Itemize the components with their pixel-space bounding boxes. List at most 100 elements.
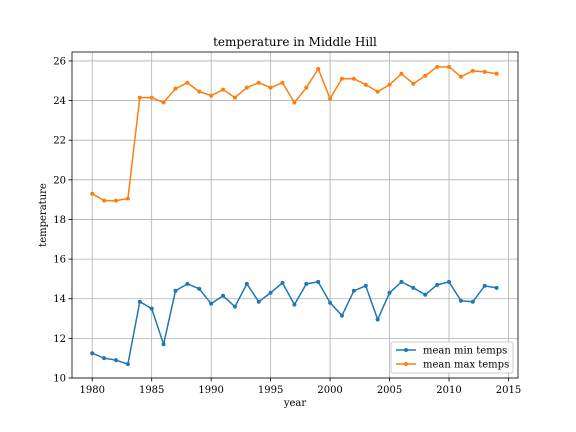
data-point-mean-min-temps [185,281,190,286]
data-point-mean-max-temps [316,66,321,71]
y-tick-label: 16 [53,255,66,266]
data-point-mean-min-temps [197,286,202,291]
y-tick-label: 12 [53,334,66,345]
data-point-mean-max-temps [411,81,416,86]
data-point-mean-min-temps [173,288,178,293]
x-tick-label: 1980 [79,385,104,396]
data-point-mean-max-temps [185,80,190,85]
y-tick-label: 26 [53,56,66,67]
y-tick-label: 24 [53,96,66,107]
data-point-mean-min-temps [102,356,107,361]
data-point-mean-max-temps [423,73,428,78]
data-point-mean-min-temps [494,285,499,290]
data-point-mean-max-temps [494,71,499,76]
x-tick-label: 2005 [377,385,402,396]
x-axis-label: year [283,398,307,409]
y-axis-label: temperature [38,183,49,247]
data-point-mean-min-temps [244,281,249,286]
data-point-mean-min-temps [423,292,428,297]
legend-entry-label: mean min temps [423,346,507,357]
data-point-mean-min-temps [125,362,130,367]
data-point-mean-max-temps [161,100,166,105]
data-point-mean-max-temps [256,80,261,85]
data-point-mean-min-temps [304,281,309,286]
series-layer [90,64,499,367]
data-point-mean-max-temps [292,100,297,105]
data-point-mean-min-temps [399,279,404,284]
x-tick-label: 1985 [139,385,164,396]
data-point-mean-max-temps [458,74,463,79]
data-point-mean-max-temps [268,85,273,90]
plot-area [71,51,519,379]
x-tick-label: 2000 [317,385,342,396]
data-point-mean-min-temps [209,301,214,306]
y-tick-label: 14 [53,294,66,305]
data-point-mean-max-temps [351,76,356,81]
chart-title: temperature in Middle Hill [213,35,377,49]
data-point-mean-max-temps [399,71,404,76]
x-tick-label: 1995 [258,385,283,396]
data-point-mean-min-temps [328,300,333,305]
data-point-mean-min-temps [470,299,475,304]
data-point-mean-max-temps [125,196,130,201]
data-point-mean-min-temps [149,306,154,311]
data-point-mean-max-temps [197,89,202,94]
data-point-mean-min-temps [268,290,273,295]
data-point-mean-max-temps [304,85,309,90]
data-point-mean-max-temps [244,85,249,90]
data-point-mean-max-temps [221,87,226,92]
data-point-mean-max-temps [232,95,237,100]
legend-swatch-marker [404,348,408,352]
data-point-mean-max-temps [114,198,119,203]
x-tick-label: 2015 [496,385,521,396]
legend-box [390,341,514,374]
data-point-mean-max-temps [328,96,333,101]
data-point-mean-min-temps [137,299,142,304]
data-point-mean-max-temps [470,68,475,73]
data-point-mean-max-temps [447,64,452,69]
data-point-mean-max-temps [363,82,368,87]
data-point-mean-min-temps [458,298,463,303]
data-point-mean-min-temps [447,279,452,284]
data-point-mean-max-temps [482,69,487,74]
data-point-mean-min-temps [339,313,344,318]
data-point-mean-min-temps [435,282,440,287]
data-point-mean-min-temps [363,283,368,288]
y-tick-label: 20 [53,175,66,186]
data-point-mean-max-temps [90,191,95,196]
data-point-mean-min-temps [114,358,119,363]
data-point-mean-max-temps [387,82,392,87]
y-tick-label: 10 [53,374,66,385]
data-point-mean-min-temps [232,304,237,309]
data-point-mean-max-temps [375,89,380,94]
legend-swatch-marker [404,362,408,366]
data-point-mean-max-temps [339,76,344,81]
data-point-mean-min-temps [482,283,487,288]
data-point-mean-min-temps [292,302,297,307]
data-point-mean-min-temps [161,342,166,347]
axis-ticks: 1980 1985 1990 1995 2000 2005 2010 2015 10 12 14 16… [53,56,521,396]
data-point-mean-max-temps [435,64,440,69]
legend: mean min temps mean max temps [390,341,514,374]
data-point-mean-min-temps [280,280,285,285]
data-point-mean-max-temps [137,95,142,100]
y-tick-label: 22 [53,136,66,147]
x-tick-label: 2010 [436,385,461,396]
data-point-mean-min-temps [411,285,416,290]
y-tick-label: 18 [53,215,66,226]
data-point-mean-min-temps [316,279,321,284]
data-point-mean-min-temps [375,317,380,322]
legend-entry-label: mean max temps [423,360,509,371]
data-point-mean-max-temps [102,198,107,203]
data-point-mean-min-temps [90,351,95,356]
data-point-mean-min-temps [221,293,226,298]
data-point-mean-min-temps [387,290,392,295]
data-point-mean-max-temps [209,93,214,98]
data-point-mean-min-temps [256,299,261,304]
data-point-mean-max-temps [280,80,285,85]
x-tick-label: 1990 [198,385,223,396]
data-point-mean-max-temps [149,95,154,100]
data-point-mean-min-temps [351,288,356,293]
data-point-mean-max-temps [173,86,178,91]
